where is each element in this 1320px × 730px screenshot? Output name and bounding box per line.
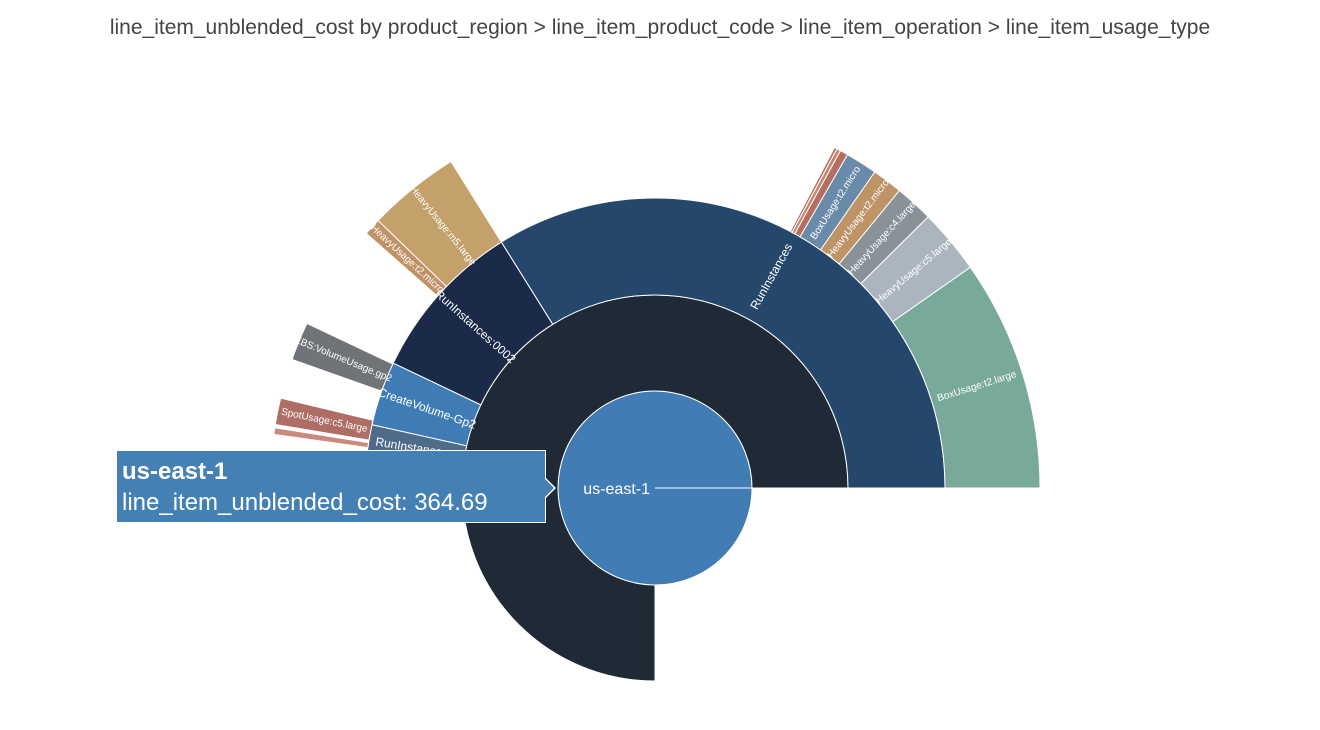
- tooltip-arrow-fill: [544, 478, 554, 498]
- tooltip-name: us-east-1: [122, 458, 228, 485]
- hover-tooltip: us-east-1 line_item_unblended_cost: 364.…: [116, 450, 546, 523]
- sunburst-segment-u13[interactable]: [273, 427, 370, 449]
- sunburst-segment-u8[interactable]: [789, 146, 838, 234]
- segment-label-root: us-east-1: [583, 481, 650, 498]
- sunburst-segment-u12[interactable]: [274, 397, 374, 441]
- sunburst-segment-u11[interactable]: [291, 322, 394, 392]
- tooltip-value: line_item_unblended_cost: 364.69: [122, 489, 488, 516]
- chart-title: line_item_unblended_cost by product_regi…: [109, 16, 1211, 39]
- sunburst-segment-u10[interactable]: [365, 219, 448, 297]
